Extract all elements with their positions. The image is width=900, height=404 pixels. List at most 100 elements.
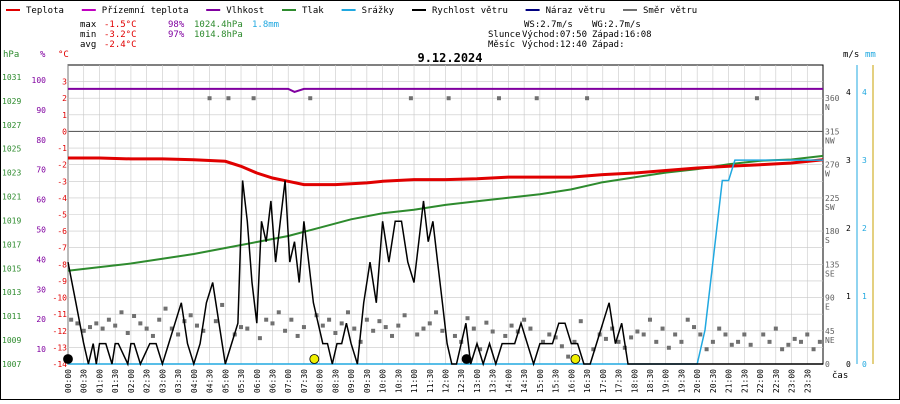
wind-direction-point: [786, 342, 791, 347]
dir-tick-name: SW: [825, 203, 835, 212]
wind-direction-point: [490, 329, 495, 334]
x-tick-label: 19:00: [662, 369, 671, 393]
press-tick-label: 1025: [2, 145, 21, 154]
unit-pct: %: [40, 50, 46, 60]
x-tick-label: 04:00: [190, 369, 199, 393]
legend-label: Tlak: [302, 6, 324, 16]
wind-direction-point: [710, 339, 715, 344]
temp-tick-label: -9: [57, 277, 67, 286]
hum-tick-label: 60: [36, 196, 46, 205]
sunrise-marker: [309, 354, 320, 364]
wind-direction-point: [377, 319, 382, 324]
x-tick-label: 10:30: [394, 369, 403, 393]
wind-direction-point: [811, 347, 816, 352]
wind-direction-point: [239, 325, 244, 330]
x-tick-label: 00:30: [80, 369, 89, 393]
ws-tick-label: 3: [846, 156, 851, 165]
temp-tick-label: -4: [57, 194, 67, 203]
wind-direction-point: [157, 317, 162, 322]
wind-direction-point: [169, 326, 174, 331]
wind-direction-point: [641, 332, 646, 337]
wind-direction-point: [635, 329, 640, 334]
wind-direction-point: [113, 323, 118, 328]
x-tick-label: 20:00: [693, 369, 702, 393]
hum-tick-label: 100: [32, 76, 47, 85]
wind-direction-point: [257, 336, 262, 341]
temp-tick-label: 2: [62, 94, 67, 103]
press-tick-label: 1015: [2, 264, 21, 273]
x-tick-label: 11:30: [426, 369, 435, 393]
temperature-line: [68, 156, 824, 187]
ws-tick-label: 2: [846, 224, 851, 233]
x-tick-label: 14:00: [504, 369, 513, 393]
x-tick-label: 09:30: [363, 369, 372, 393]
x-tick-label: 13:00: [473, 369, 482, 393]
dir-tick-label: 45: [825, 327, 835, 336]
dir-tick-name: N: [825, 103, 830, 112]
wind-direction-point: [761, 332, 766, 337]
x-tick-label: 08:30: [331, 369, 340, 393]
rain-tick-label: 3: [862, 156, 867, 165]
x-tick-label: 23:00: [788, 369, 797, 393]
wind-direction-point: [767, 339, 772, 344]
wind-direction-point: [509, 323, 514, 328]
wind-direction-point: [220, 302, 225, 307]
wind-direction-point: [144, 326, 149, 331]
temp-tick-label: -2: [57, 161, 67, 170]
x-tick-label: 06:00: [253, 369, 262, 393]
wind-direction-point: [484, 320, 489, 325]
temp-tick-label: 1: [62, 111, 67, 120]
temp-tick-label: -5: [57, 211, 67, 220]
grid: [67, 64, 824, 365]
x-tick-label: 17:00: [599, 369, 608, 393]
wind-direction-point: [717, 326, 722, 331]
x-tick-label: 16:00: [567, 369, 576, 393]
wind-direction-point: [264, 317, 269, 322]
wind-direction-point: [685, 317, 690, 322]
wind-direction-point: [371, 328, 376, 333]
legend: Teplota Přízemní teplota Vlhkost Tlak Srážky…: [6, 6, 697, 16]
press-tick-label: 1031: [2, 73, 21, 82]
stats-min-label: min: [80, 30, 96, 40]
wind-direction-point: [478, 347, 483, 352]
x-tick-label: 10:00: [379, 369, 388, 393]
wind-direction-point: [201, 328, 206, 333]
wind-direction-point: [465, 316, 470, 321]
dir-tick-label: 360: [825, 94, 840, 103]
temp-tick-label: -7: [57, 244, 67, 253]
wind-direction-point: [308, 96, 313, 101]
x-tick-label: 23:30: [803, 369, 812, 393]
x-tick-label: 13:30: [489, 369, 498, 393]
wind-direction-point: [119, 310, 124, 315]
temp-tick-label: -12: [53, 327, 68, 336]
wind-direction-point: [572, 339, 577, 344]
x-tick-label: 20:30: [709, 369, 718, 393]
press-tick-label: 1019: [2, 216, 21, 225]
wind-direction-point: [132, 314, 137, 319]
wind-direction-point: [528, 326, 533, 331]
dir-tick-name: W: [825, 170, 830, 179]
x-tick-label: 01:00: [95, 369, 104, 393]
hum-tick-label: 40: [36, 255, 46, 264]
legend-label: Vlhkost: [226, 6, 264, 16]
stats-max-rain: 1.8mm: [252, 20, 279, 30]
x-tick-label: 14:30: [520, 369, 529, 393]
moon-rise: Východ:12:40: [522, 40, 587, 50]
stats-avg-label: avg: [80, 40, 96, 50]
temp-tick-label: -3: [57, 177, 67, 186]
wind-direction-point: [591, 347, 596, 352]
wind-direction-point: [660, 326, 665, 331]
wind-direction-point: [673, 332, 678, 337]
wind-direction-point: [742, 332, 747, 337]
wind-direction-point: [679, 339, 684, 344]
moon-label: Měsíc: [488, 40, 515, 50]
wind-direction-point: [125, 330, 130, 335]
wind-direction-point: [364, 317, 369, 322]
wind-direction-point: [415, 332, 420, 337]
x-tick-label: 18:00: [630, 369, 639, 393]
dir-tick-label: 270: [825, 161, 840, 170]
wind-direction-point: [270, 321, 275, 326]
x-tick-label: 03:30: [174, 369, 183, 393]
